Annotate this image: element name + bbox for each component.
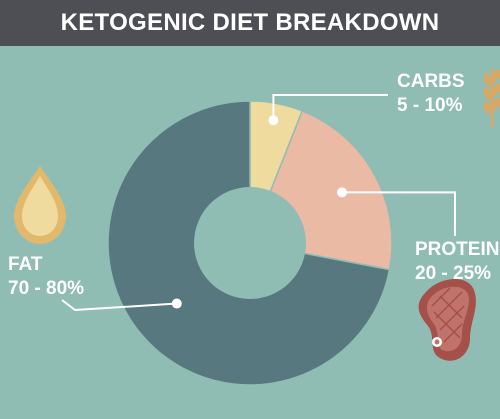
- title-banner: [0, 0, 500, 46]
- carbs-label: CARBS 5 - 10%: [397, 70, 465, 118]
- wheat-icon: [483, 68, 500, 128]
- donut-hole: [194, 187, 306, 299]
- fat-leader-dot: [171, 298, 182, 309]
- carbs-leader-dot: [268, 115, 279, 126]
- protein-range: 20 - 25%: [415, 263, 492, 284]
- protein-name: PROTEIN: [415, 239, 500, 260]
- protein-label: PROTEIN 20 - 25%: [415, 238, 499, 286]
- steak-icon: [418, 278, 476, 361]
- protein-leader-line: [342, 191, 456, 236]
- fat-name: FAT: [8, 254, 43, 275]
- oil-drop-icon: [14, 166, 66, 244]
- protein-leader-dot: [337, 187, 348, 198]
- fat-label: FAT 70 - 80%: [8, 253, 84, 301]
- carbs-leader-line: [272, 94, 388, 121]
- chart-title: KETOGENIC DIET BREAKDOWN: [60, 9, 440, 36]
- carbs-name: CARBS: [397, 71, 465, 92]
- fat-leader-line: [61, 299, 177, 312]
- fat-range: 70 - 80%: [8, 278, 85, 299]
- carbs-range: 5 - 10%: [397, 95, 463, 116]
